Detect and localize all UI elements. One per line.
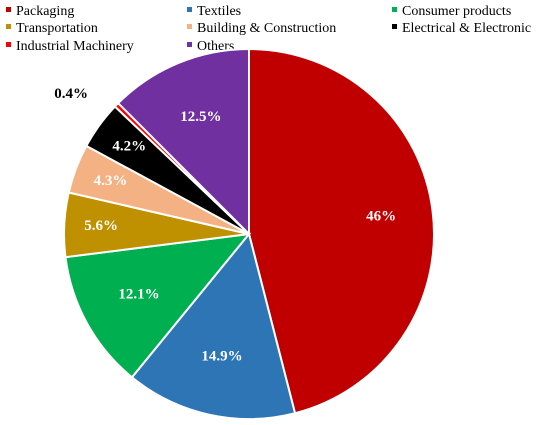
slice-data-label: 46% bbox=[366, 209, 396, 225]
legend-swatch bbox=[6, 24, 11, 29]
legend-label: Packaging bbox=[16, 4, 74, 19]
legend-item: Electrical & Electronic bbox=[392, 21, 531, 36]
legend-label: Industrial Machinery bbox=[16, 39, 134, 54]
legend-swatch bbox=[392, 24, 397, 29]
pie-slice bbox=[248, 47, 435, 415]
slice-data-label: 0.4% bbox=[54, 86, 88, 102]
pie-slice bbox=[130, 231, 297, 420]
legend-label: Building & Construction bbox=[197, 21, 336, 36]
slice-data-label: 5.6% bbox=[84, 218, 118, 234]
legend-item: Consumer products bbox=[392, 4, 511, 19]
legend-label: Consumer products bbox=[402, 4, 511, 19]
legend-item: Textiles bbox=[187, 4, 241, 19]
pie-slice bbox=[116, 47, 250, 237]
legend-label: Textiles bbox=[197, 4, 241, 19]
legend-swatch bbox=[187, 7, 192, 12]
pie-slice bbox=[64, 232, 252, 379]
legend: Packaging Textiles Consumer products Transp… bbox=[6, 4, 531, 54]
legend-swatch bbox=[6, 7, 11, 12]
legend-label: Electrical & Electronic bbox=[402, 21, 531, 36]
legend-label: Transportation bbox=[16, 21, 98, 36]
slice-data-label: 12.1% bbox=[118, 286, 159, 302]
slice-data-label: 4.2% bbox=[112, 138, 146, 154]
slice-labels: 46% 14.9% 12.1% 5.6% 4.3% 4.2% 0.4% 12.5% bbox=[54, 86, 396, 364]
slice-data-label: 4.3% bbox=[94, 173, 128, 189]
slice-data-label: 12.5% bbox=[180, 109, 221, 125]
pie-slices bbox=[63, 47, 435, 420]
legend-item: Packaging bbox=[6, 4, 74, 19]
legend-item: Industrial Machinery bbox=[6, 39, 134, 54]
legend-swatch bbox=[392, 7, 397, 12]
legend-item: Building & Construction bbox=[187, 21, 336, 36]
slice-data-label: 14.9% bbox=[201, 348, 242, 364]
legend-swatch bbox=[187, 24, 192, 29]
legend-item: Transportation bbox=[6, 21, 98, 36]
legend-swatch bbox=[187, 42, 192, 47]
legend-swatch bbox=[6, 42, 11, 47]
